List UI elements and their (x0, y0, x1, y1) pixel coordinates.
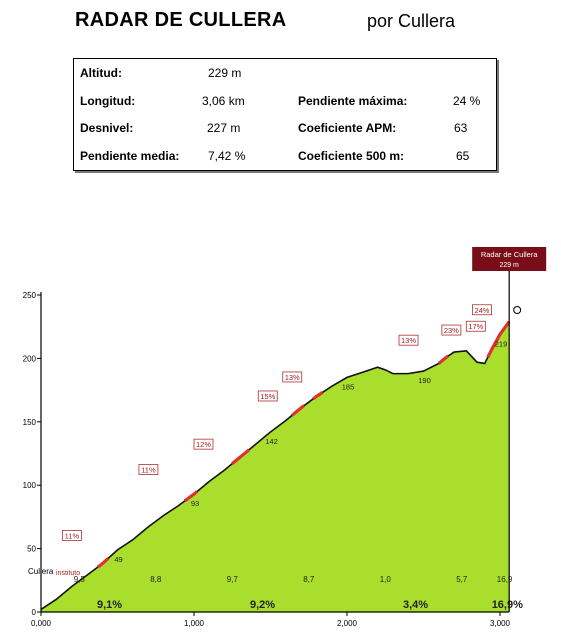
steep-gradient-label: 15% (260, 392, 275, 401)
altitude-label: 49 (114, 555, 122, 564)
altitude-label: 185 (342, 382, 355, 391)
summit-marker: Radar de Cullera 229 m (472, 247, 547, 612)
profile-area (41, 321, 510, 612)
gradient-label-box (62, 530, 82, 541)
gradient-label-box (398, 334, 419, 346)
y-tick-label: 200 (23, 354, 37, 363)
steep-segment (437, 354, 449, 365)
altitude-label: 219 (495, 339, 508, 348)
steep-gradient-label: 11% (65, 531, 80, 540)
steep-segment (231, 448, 251, 465)
stats-table: Altitud: 229 m Longitud: 3,06 km Desnive… (73, 58, 497, 171)
y-tick-label: 50 (27, 545, 36, 554)
steep-gradient-label: 23% (444, 326, 459, 335)
gradient-label-box (282, 371, 303, 383)
stat-pendiente-maxima-value: 24 % (453, 94, 481, 108)
gradient-label-box (193, 438, 214, 450)
gradient-label-box (465, 320, 486, 332)
x-tick-label: 0,000 (31, 619, 52, 628)
stat-coef-apm-value: 63 (454, 121, 468, 135)
radar-icon (513, 306, 522, 314)
x-tick-label: 3,000 (490, 619, 511, 628)
summit-name: Radar de Cullera (481, 250, 539, 259)
y-tick-label: 250 (23, 291, 37, 300)
steep-gradient-label: 13% (401, 336, 416, 345)
y-tick-label: 150 (23, 418, 37, 427)
steep-segment (492, 333, 502, 347)
steep-segment (498, 320, 511, 336)
gradient-label-box (472, 304, 492, 316)
steep-gradient-label: 17% (468, 322, 483, 331)
stat-pendiente-media-label: Pendiente media: (80, 149, 180, 163)
altitude-label: 142 (265, 437, 278, 446)
steep-segment (96, 557, 110, 569)
segment-gradient-value: 9,5 (74, 575, 86, 584)
gradient-label-box (257, 390, 278, 402)
page-subtitle: por Cullera (367, 11, 456, 31)
steep-segment (183, 490, 199, 503)
stat-desnivel-label: Desnivel: (80, 121, 134, 135)
steep-segments (96, 320, 511, 569)
gradient-label-box (441, 324, 462, 336)
stat-coef-500-value: 65 (456, 149, 470, 163)
km-gradient-value: 3,4% (403, 599, 428, 611)
steep-segment (312, 391, 324, 401)
segment-gradient-value: 5,7 (456, 575, 468, 584)
stat-desnivel-value: 227 m (207, 121, 241, 135)
altitude-label: 190 (418, 376, 431, 385)
segment-gradient-value: 8,7 (303, 575, 315, 584)
stat-altitud-label: Altitud: (80, 66, 122, 80)
start-landmark-label: instituto (56, 570, 80, 577)
km-gradient-value: 9,2% (250, 599, 275, 611)
stat-altitud-value: 229 m (208, 66, 242, 80)
gradient-label-box (138, 464, 159, 475)
steep-segment (290, 404, 306, 417)
start-town-label: Cullera (28, 567, 54, 576)
steep-gradient-label: 12% (196, 440, 211, 449)
y-tick-label: 100 (23, 481, 37, 490)
page-title: RADAR DE CULLERA (75, 9, 287, 31)
segment-gradient-value: 8,8 (150, 575, 162, 584)
chart-axes: 0 50 100 150 200 250 0,000 1,000 2,000 3,000 (23, 291, 511, 628)
steep-gradient-label: 13% (285, 373, 300, 382)
stat-longitud-value: 3,06 km (202, 94, 245, 108)
summit-altitude: 229 m (499, 262, 519, 269)
stat-coef-apm-label: Coeficiente APM: (298, 121, 397, 135)
y-tick-label: 0 (32, 608, 37, 617)
summit-box (472, 247, 547, 271)
x-tick-label: 1,000 (184, 619, 205, 628)
stat-coef-500-label: Coeficiente 500 m: (298, 149, 405, 163)
stat-pendiente-maxima-label: Pendiente máxima: (298, 94, 408, 108)
altitude-label: 93 (191, 499, 199, 508)
chart-labels: 11% 11% 12% 15% 13% 13% 23% 17% 24% 49 93 142 185 190… (28, 304, 523, 611)
stat-pendiente-media-value: 7,42 % (208, 149, 246, 163)
segment-gradient-value: 1,0 (380, 575, 392, 584)
steep-segment (486, 344, 496, 359)
segment-gradient-value: 16,9 (497, 575, 513, 584)
stat-longitud-label: Longitud: (80, 94, 136, 108)
steep-gradient-label: 11% (141, 466, 156, 475)
km-gradient-value: 16,9% (492, 599, 523, 611)
profile-line (40, 321, 510, 611)
steep-gradient-label: 24% (474, 306, 489, 315)
km-gradient-value: 9,1% (97, 599, 122, 611)
segment-gradient-value: 9,7 (227, 575, 239, 584)
x-tick-label: 2,000 (337, 619, 358, 628)
